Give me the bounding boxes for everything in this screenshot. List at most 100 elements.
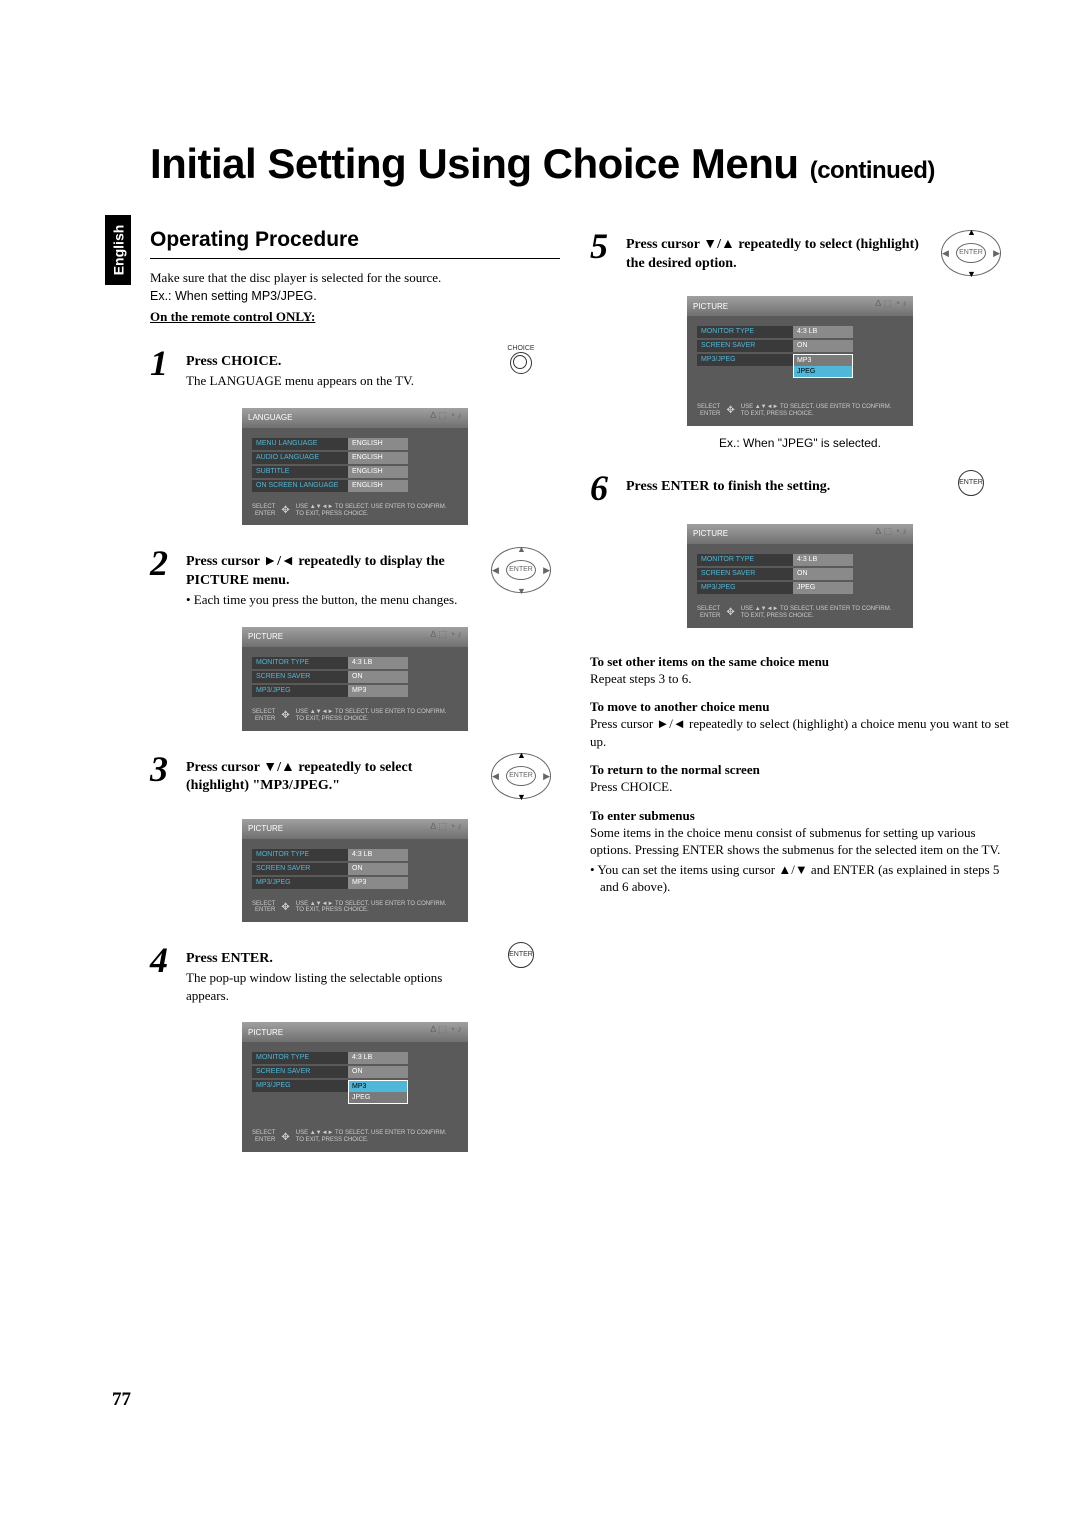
osd-row-value: ON [348,863,408,875]
dpad-glyph-icon: ✥ [281,710,289,721]
enter-center-label: ENTER [506,766,536,786]
osd-title: PICTURE [693,302,728,311]
osd-row-label: MP3/JPEG [252,877,348,889]
step-head: Press cursor ▼/▲ repeatedly to select (h… [626,236,926,274]
osd-row-value: 4:3 LB [793,554,853,566]
step-body: Press cursor ▼/▲ repeatedly to select (h… [626,228,926,274]
right-column: 5 Press cursor ▼/▲ repeatedly to select … [590,228,1010,1152]
dpad-icon-slot: ENTER ▲ ▼ ◀ ▶ [482,545,560,595]
step-number: 1 [150,345,180,381]
osd-tab-icons: ∆ ⬚ ◔ ♪ [431,410,462,421]
intro-line-3: On the remote control ONLY: [150,309,560,325]
step-number: 6 [590,470,620,506]
osd-footer: SELECTENTER ✥ USE ▲▼◄► TO SELECT. USE EN… [242,1126,468,1152]
step-3: 3 Press cursor ▼/▲ repeatedly to select … [150,751,560,801]
osd-row-label: MENU LANGUAGE [252,438,348,450]
osd-row-label: SCREEN SAVER [252,1066,348,1078]
osd-body: MENU LANGUAGEENGLISH AUDIO LANGUAGEENGLI… [242,428,468,500]
page-title: Initial Setting Using Choice Menu (conti… [150,140,1010,188]
osd-row-value: ON [793,568,853,580]
osd-row-label: MONITOR TYPE [697,326,793,338]
step-head: Press cursor ►/◄ repeatedly to display t… [186,553,476,591]
osd-row-label: SCREEN SAVER [252,671,348,683]
osd-title: PICTURE [693,529,728,538]
osd-row-value: 4:3 LB [348,1052,408,1064]
osd-footer: SELECTENTER ✥ USE ▲▼◄► TO SELECT. USE EN… [687,400,913,426]
osd-row-label: SCREEN SAVER [697,568,793,580]
step-number: 2 [150,545,180,581]
dpad-glyph-icon: ✥ [281,505,289,516]
dpad-glyph-icon: ✥ [281,902,289,913]
dropdown-option: JPEG [349,1092,407,1103]
osd-header: LANGUAGE ∆ ⬚ ◔ ♪ [242,408,468,428]
osd-tab-icons: ∆ ⬚ ◔ ♪ [431,629,462,640]
note-heading: To set other items on the same choice me… [590,654,1010,670]
enter-icon-slot: ENTER [932,470,1010,496]
osd-dropdown: MP3 JPEG [793,354,853,378]
osd-picture-final: PICTURE ∆ ⬚ ◔ ♪ MONITOR TYPE4:3 LB SCREE… [687,524,913,628]
osd-row-value: MP3 [348,685,408,697]
left-column: Operating Procedure Make sure that the d… [150,228,560,1152]
osd-footer-left: SELECTENTER [252,709,275,723]
enter-icon-slot: ENTER [482,942,560,968]
dpad-icon: ENTER ▲ ▼ ◀ ▶ [489,545,553,595]
osd-footer: SELECTENTER ✥ USE ▲▼◄► TO SELECT. USE EN… [687,602,913,628]
note-heading: To return to the normal screen [590,762,1010,778]
choice-label: CHOICE [507,345,534,352]
osd-row-value: ENGLISH [348,452,408,464]
osd-footer: SELECTENTER ✥ USE ▲▼◄► TO SELECT. USE EN… [242,897,468,923]
osd-picture-dropdown-jpeg: PICTURE ∆ ⬚ ◔ ♪ MONITOR TYPE4:3 LB SCREE… [687,296,913,426]
note-bullet: • You can set the items using cursor ▲/▼… [590,861,1010,896]
step-1: 1 Press CHOICE. The LANGUAGE menu appear… [150,345,560,389]
osd-footer-left: SELECTENTER [252,1130,275,1144]
osd-row-label: MONITOR TYPE [252,1052,348,1064]
step-5: 5 Press cursor ▼/▲ repeatedly to select … [590,228,1010,278]
step-2: 2 Press cursor ►/◄ repeatedly to display… [150,545,560,608]
osd-title: PICTURE [248,1028,283,1037]
osd-footer-right: USE ▲▼◄► TO SELECT. USE ENTER TO CONFIRM… [296,504,447,518]
osd-footer-right: USE ▲▼◄► TO SELECT. USE ENTER TO CONFIRM… [741,404,892,418]
osd-footer-right: USE ▲▼◄► TO SELECT. USE ENTER TO CONFIRM… [296,1130,447,1144]
osd-body: MONITOR TYPE4:3 LB SCREEN SAVERON MP3/JP… [687,544,913,602]
step-body: Press CHOICE. The LANGUAGE menu appears … [186,345,476,389]
step-subtext: The pop-up window listing the selectable… [186,969,476,1004]
osd-row-value: 4:3 LB [348,657,408,669]
step-head: Press cursor ▼/▲ repeatedly to select (h… [186,759,476,797]
osd-tab-icons: ∆ ⬚ ◔ ♪ [431,821,462,832]
osd-dropdown: MP3 JPEG [348,1080,408,1104]
step-6: 6 Press ENTER to finish the setting. ENT… [590,470,1010,506]
title-main: Initial Setting Using Choice Menu [150,140,810,187]
osd-row-value: ON [793,340,853,352]
osd-tab-icons: ∆ ⬚ ◔ ♪ [431,1024,462,1035]
intro-line-1: Make sure that the disc player is select… [150,269,560,287]
osd-header: PICTURE ∆ ⬚ ◔ ♪ [242,1022,468,1042]
dropdown-option: MP3 [349,1081,407,1092]
osd-row-value: ON [348,1066,408,1078]
osd-body: MONITOR TYPE4:3 LB SCREEN SAVERON MP3/JP… [242,1042,468,1126]
osd-title: PICTURE [248,824,283,833]
dropdown-option: JPEG [794,366,852,377]
step-4: 4 Press ENTER. The pop-up window listing… [150,942,560,1004]
note-body: Some items in the choice menu consist of… [590,824,1010,859]
osd-header: PICTURE ∆ ⬚ ◔ ♪ [687,296,913,316]
osd-row-label: SUBTITLE [252,466,348,478]
step-subtext: The LANGUAGE menu appears on the TV. [186,372,476,390]
dpad-glyph-icon: ✥ [281,1132,289,1143]
note-heading: To enter submenus [590,808,1010,824]
osd-picture-dropdown: PICTURE ∆ ⬚ ◔ ♪ MONITOR TYPE4:3 LB SCREE… [242,1022,468,1152]
step-head: Press CHOICE. [186,353,476,372]
osd-row-value: 4:3 LB [348,849,408,861]
enter-button-icon: ENTER [958,470,984,496]
osd-tab-icons: ∆ ⬚ ◔ ♪ [876,526,907,537]
osd-footer: SELECTENTER ✥ USE ▲▼◄► TO SELECT. USE EN… [242,705,468,731]
osd-tab-icons: ∆ ⬚ ◔ ♪ [876,298,907,309]
manual-page: English Initial Setting Using Choice Men… [0,0,1080,1531]
choice-button-icon: CHOICE [482,345,560,374]
dpad-icon: ENTER ▲ ▼ ◀ ▶ [489,751,553,801]
osd-row-label: SCREEN SAVER [697,340,793,352]
osd-body: MONITOR TYPE4:3 LB SCREEN SAVERON MP3/JP… [687,316,913,400]
step-body: Press cursor ▼/▲ repeatedly to select (h… [186,751,476,797]
notes-block: To set other items on the same choice me… [590,654,1010,896]
osd-row-label: SCREEN SAVER [252,863,348,875]
language-tab: English [105,215,131,285]
